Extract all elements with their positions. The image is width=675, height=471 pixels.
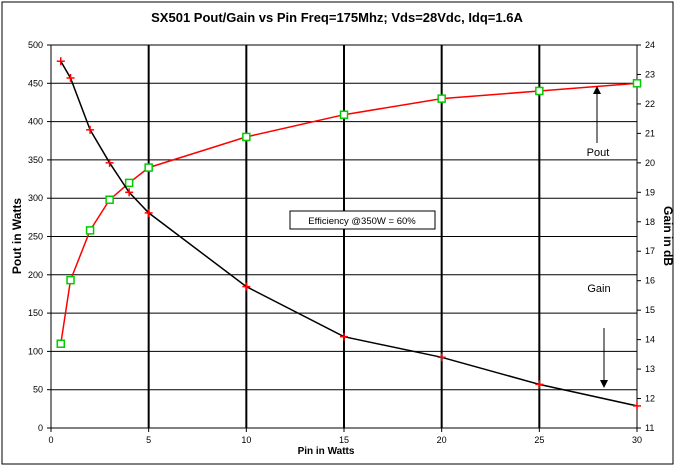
gain-point-4 bbox=[125, 188, 134, 197]
y-axis-label: Pout in Watts bbox=[10, 198, 24, 275]
y2-tick-label-5: 16 bbox=[645, 276, 655, 286]
grid bbox=[51, 45, 637, 428]
x-axis-ticks: 0 5 10 15 20 25 30 bbox=[48, 428, 642, 445]
y2-tick-label-2: 13 bbox=[645, 364, 655, 374]
y2-tick-label-1: 12 bbox=[645, 394, 655, 404]
y2-tick-label-0: 11 bbox=[645, 423, 654, 433]
y2-tick-label-11: 22 bbox=[645, 99, 655, 109]
efficiency-note-box bbox=[289, 210, 436, 230]
gain-series-label: Gain bbox=[587, 283, 610, 295]
x-tick-label-3: 15 bbox=[339, 435, 349, 445]
gain-point-1 bbox=[66, 73, 75, 82]
y-tick-label-3: 150 bbox=[28, 308, 43, 318]
pout-point-2 bbox=[85, 226, 95, 235]
y2-tick-label-6: 17 bbox=[645, 246, 655, 256]
y-tick-label-8: 400 bbox=[28, 117, 43, 127]
y-tick-label-1: 50 bbox=[33, 385, 43, 395]
pout-point-9 bbox=[535, 86, 544, 96]
y2-tick-label-10: 21 bbox=[645, 128, 655, 138]
y2-tick-label-9: 20 bbox=[645, 158, 655, 168]
gain-point-8 bbox=[437, 353, 446, 362]
y2-tick-label-13: 24 bbox=[645, 40, 655, 50]
pout-point-5 bbox=[144, 163, 153, 172]
gain-point-6 bbox=[242, 282, 251, 291]
x-tick-label-4: 20 bbox=[437, 435, 447, 445]
pout-point-10 bbox=[632, 79, 642, 88]
y2-axis-label: Gain in dB bbox=[661, 206, 675, 266]
gain-point-3 bbox=[105, 158, 114, 167]
chart-title: SX501 Pout/Gain vs Pin Freq=175Mhz; Vds=… bbox=[151, 10, 523, 25]
pout-point-1 bbox=[66, 275, 75, 285]
left-y-axis-ticks: 0 50 100 150 200 250 300 350 400 450 500 bbox=[28, 40, 51, 433]
right-y-axis-ticks: 11 12 13 14 15 16 17 18 19 20 21 22 23 24 bbox=[637, 40, 655, 433]
pout-point-4 bbox=[124, 178, 134, 188]
efficiency-note: Efficiency @350W = 60% bbox=[308, 216, 416, 227]
gain-point-0 bbox=[56, 57, 65, 66]
x-tick-label-6: 30 bbox=[632, 435, 642, 445]
pout-point-7 bbox=[339, 110, 349, 119]
y-tick-label-0: 0 bbox=[38, 423, 43, 433]
pout-point-8 bbox=[437, 94, 446, 103]
y-tick-label-10: 500 bbox=[28, 40, 43, 50]
y-tick-label-2: 100 bbox=[28, 346, 43, 356]
y2-tick-label-3: 14 bbox=[645, 335, 655, 345]
y-tick-label-5: 250 bbox=[28, 232, 43, 242]
pout-point-0 bbox=[56, 339, 66, 348]
gain-point-7 bbox=[340, 332, 348, 341]
x-axis-label: Pin in Watts bbox=[298, 446, 355, 457]
x-tick-label-2: 10 bbox=[241, 435, 251, 445]
gain-point-2 bbox=[86, 125, 95, 134]
x-tick-label-0: 0 bbox=[48, 435, 53, 445]
y2-tick-label-8: 19 bbox=[645, 187, 655, 197]
y2-tick-label-7: 18 bbox=[645, 217, 655, 227]
y-tick-label-6: 300 bbox=[28, 193, 43, 203]
pout-point-6 bbox=[242, 132, 251, 142]
y2-tick-label-12: 23 bbox=[645, 69, 655, 79]
x-tick-label-1: 5 bbox=[146, 435, 151, 445]
y-tick-label-4: 200 bbox=[28, 270, 43, 280]
series-layer bbox=[56, 57, 642, 410]
y-tick-label-9: 450 bbox=[28, 78, 43, 88]
y2-tick-label-4: 15 bbox=[645, 305, 655, 315]
y-tick-label-7: 350 bbox=[28, 155, 43, 165]
pout-point-3 bbox=[105, 195, 114, 204]
x-tick-label-5: 25 bbox=[534, 435, 544, 445]
gain-point-10 bbox=[633, 401, 641, 410]
gain-point-5 bbox=[144, 208, 153, 217]
pout-series-label: Pout bbox=[587, 147, 610, 159]
gain-point-9 bbox=[535, 380, 544, 389]
